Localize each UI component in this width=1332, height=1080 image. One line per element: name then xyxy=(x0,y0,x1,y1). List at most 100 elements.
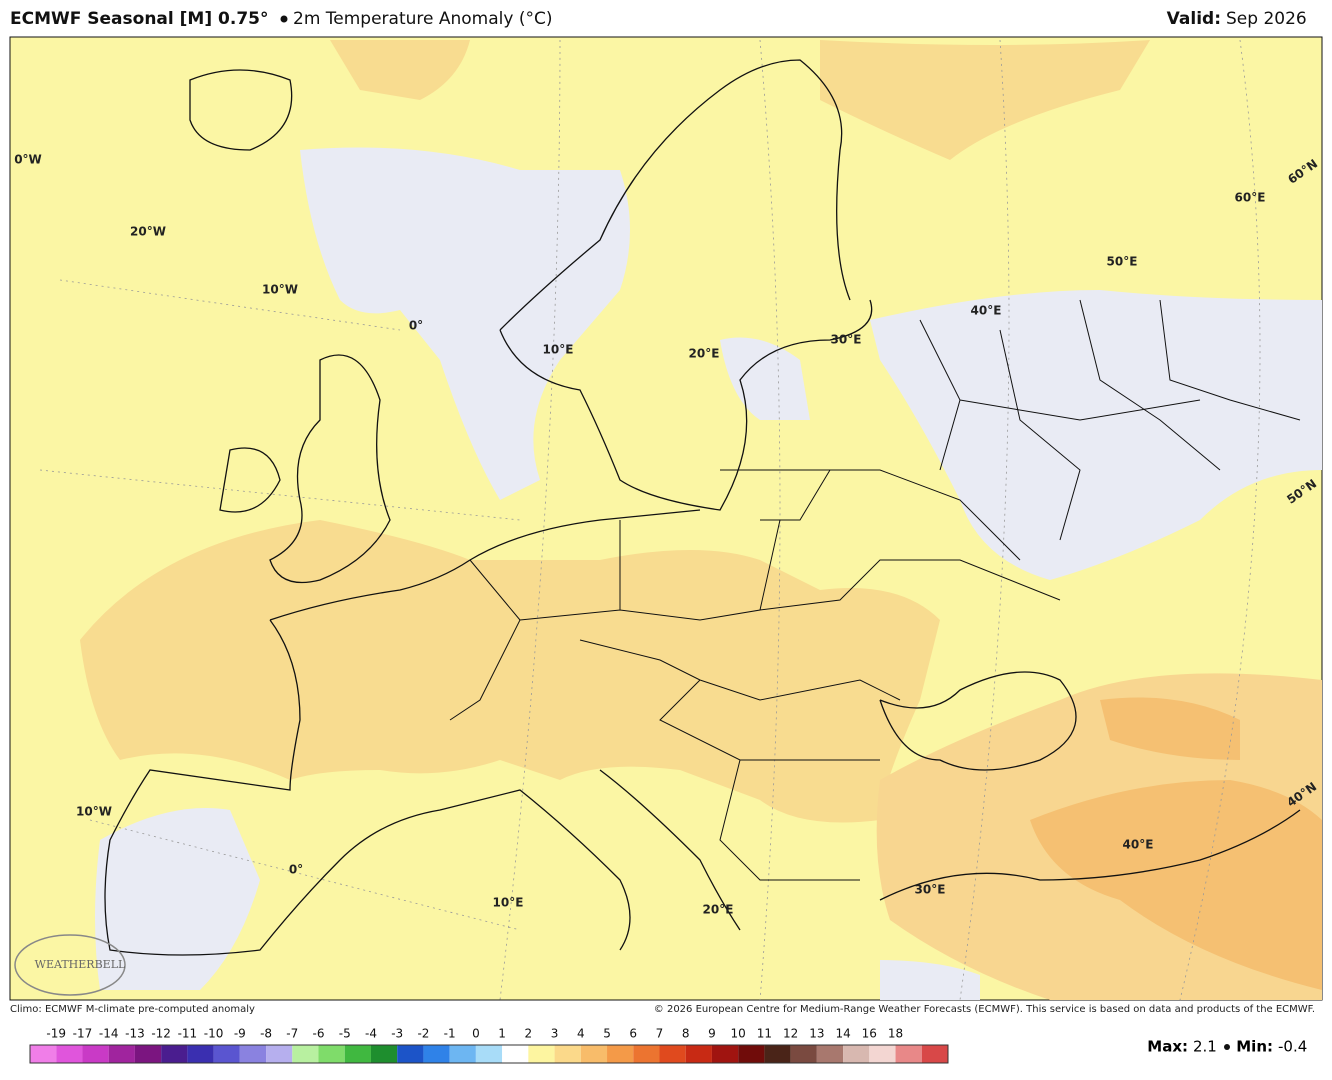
colorbar-label: 3 xyxy=(551,1027,559,1041)
watermark-text: WEATHERBELL xyxy=(35,958,126,971)
graticule xyxy=(39,39,1261,1001)
cool-area xyxy=(880,960,980,1000)
colorbar-swatch xyxy=(239,1045,267,1063)
coastline xyxy=(104,509,741,956)
colorbar-swatch xyxy=(659,1045,686,1063)
min-value: -0.4 xyxy=(1278,1038,1307,1056)
grid-label: 10°E xyxy=(493,896,524,910)
colorbar-label: -14 xyxy=(99,1027,119,1041)
grid-label: 30°E xyxy=(915,883,946,897)
grid-label: 10°W xyxy=(262,283,298,297)
colorbar-swatch xyxy=(685,1045,712,1063)
separator xyxy=(1224,1044,1230,1050)
colorbar-label: 13 xyxy=(809,1027,824,1041)
colorbar-swatch xyxy=(266,1045,293,1063)
colorbar-label: 16 xyxy=(862,1027,877,1041)
cool-area xyxy=(720,337,810,420)
colorbar: -19 -17 -14 -13 -12 -11 -10 -9 -8 -7 -6 -5 -4 -3 -2 -1 0… xyxy=(29,1027,949,1064)
colorbar-label: -6 xyxy=(313,1027,325,1041)
grid-label: 10°W xyxy=(76,805,112,819)
colorbar-label: 4 xyxy=(577,1027,585,1041)
colorbar-swatch xyxy=(213,1045,240,1063)
colorbar-swatch xyxy=(528,1045,555,1063)
warm-area xyxy=(330,40,470,100)
colorbar-swatch xyxy=(423,1045,450,1063)
copyright: © 2026 European Centre for Medium-Range … xyxy=(654,1004,1315,1015)
max-value: 2.1 xyxy=(1193,1038,1217,1056)
colorbar-label: -1 xyxy=(444,1027,456,1041)
grid-label: 30°E xyxy=(831,333,862,347)
region-border xyxy=(919,299,1301,541)
grid-label: 0° xyxy=(409,319,423,333)
colorbar-swatch xyxy=(816,1045,844,1063)
grid-label: 20°E xyxy=(703,903,734,917)
coastline xyxy=(879,671,1301,901)
colorbar-swatch xyxy=(790,1045,817,1063)
colorbar-swatch xyxy=(187,1045,214,1063)
colorbar-swatch xyxy=(475,1045,503,1063)
grid-label: 40°E xyxy=(1123,838,1154,852)
colorbar-label: -17 xyxy=(73,1027,93,1041)
grid-label: 0° xyxy=(289,863,303,877)
grid-label: 20°E xyxy=(689,347,720,361)
colorbar-label: -13 xyxy=(125,1027,145,1041)
colorbar-swatch xyxy=(711,1045,739,1063)
cool-area xyxy=(870,290,1322,580)
colorbar-swatch xyxy=(318,1045,345,1063)
colorbar-label: 8 xyxy=(682,1027,690,1041)
grid-label: 10°E xyxy=(543,343,574,357)
max-label: Max: xyxy=(1147,1038,1188,1056)
cool-area xyxy=(95,808,260,990)
colorbar-label: -8 xyxy=(260,1027,272,1041)
map: WEATHERBELL 0°W 20°W 10°W 0° 10°E 20°E 30°E 40°… xyxy=(9,36,1323,1001)
colorbar-swatch xyxy=(869,1045,896,1063)
colorbar-swatch xyxy=(843,1045,870,1063)
colorbar-swatch xyxy=(554,1045,581,1063)
colorbar-label: 1 xyxy=(498,1027,506,1041)
colorbar-label: -12 xyxy=(151,1027,171,1041)
colorbar-label: 12 xyxy=(783,1027,798,1041)
colorbar-label: 18 xyxy=(888,1027,903,1041)
watermark: WEATHERBELL xyxy=(14,934,126,996)
colorbar-label: 14 xyxy=(835,1027,850,1041)
colorbar-label: -11 xyxy=(178,1027,198,1041)
climo-note: Climo: ECMWF M-climate pre-computed anom… xyxy=(10,1004,255,1015)
colorbar-swatch xyxy=(607,1045,634,1063)
colorbar-label: 7 xyxy=(656,1027,664,1041)
cool-area xyxy=(300,147,630,500)
subtitle: 2m Temperature Anomaly (°C) xyxy=(293,9,552,29)
colorbar-swatch xyxy=(344,1045,371,1063)
colorbar-label: -7 xyxy=(286,1027,298,1041)
colorbar-label: 5 xyxy=(603,1027,611,1041)
colorbar-label: 9 xyxy=(708,1027,716,1041)
colorbar-label: 11 xyxy=(757,1027,772,1041)
valid-value: Sep 2026 xyxy=(1226,9,1307,29)
min-label: Min: xyxy=(1236,1038,1273,1056)
colorbar-label: 6 xyxy=(629,1027,637,1041)
valid-label: Valid: xyxy=(1167,9,1221,29)
colorbar-swatch xyxy=(161,1045,188,1063)
colorbar-label: -10 xyxy=(204,1027,224,1041)
coastline xyxy=(499,59,873,511)
grid-label: 60°E xyxy=(1235,191,1266,205)
colorbar-label: -3 xyxy=(391,1027,403,1041)
colorbar-swatch xyxy=(56,1045,83,1063)
colorbar-swatch xyxy=(738,1045,765,1063)
colorbar-swatch xyxy=(580,1045,608,1063)
warm-area-strong xyxy=(1030,780,1322,990)
colorbar-swatch xyxy=(82,1045,109,1063)
colorbar-label: -9 xyxy=(234,1027,246,1041)
colorbar-swatch xyxy=(30,1045,57,1063)
colorbar-swatch xyxy=(502,1045,529,1063)
colorbar-swatch xyxy=(449,1045,476,1063)
colorbar-swatch xyxy=(764,1045,791,1063)
grid-label: 50°E xyxy=(1107,255,1138,269)
grid-label: 20°W xyxy=(130,225,166,239)
country-border xyxy=(449,469,1061,881)
colorbar-label: 2 xyxy=(525,1027,533,1041)
colorbar-swatch xyxy=(633,1045,660,1063)
colorbar-swatch xyxy=(292,1045,319,1063)
coastline xyxy=(189,69,293,151)
title: ECMWF Seasonal [M] 0.75° xyxy=(10,9,268,29)
